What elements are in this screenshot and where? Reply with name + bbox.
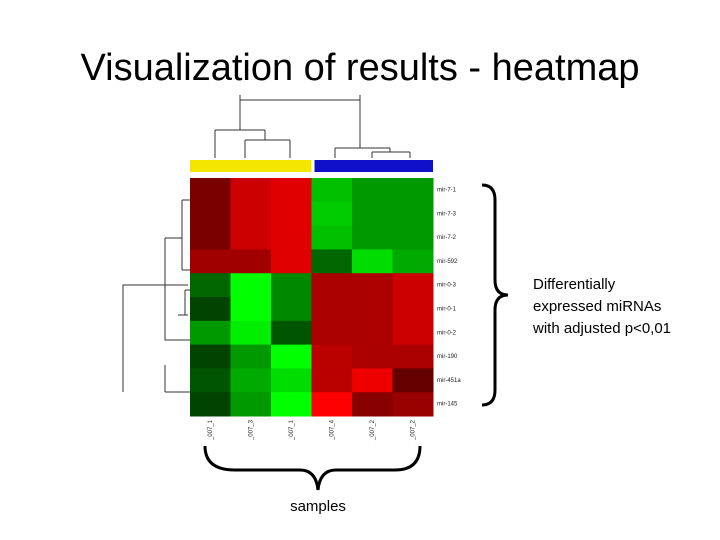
column-label: _007_3 xyxy=(248,419,254,441)
heatmap-cell xyxy=(230,368,272,393)
heatmap-cell xyxy=(352,392,393,417)
heatmap-cell xyxy=(392,344,434,369)
heatmap-cell xyxy=(190,320,231,346)
heatmap-cell xyxy=(190,225,231,250)
heatmap-cell xyxy=(271,392,312,417)
heatmap-cell xyxy=(271,297,312,322)
heatmap-cell xyxy=(190,249,231,274)
column-label: _007_4 xyxy=(329,419,335,441)
annotation: with adjusted p<0,01 xyxy=(532,320,671,337)
heatmap-cell xyxy=(230,201,272,227)
heatmap-cell xyxy=(271,368,312,393)
heatmap-cell xyxy=(352,297,393,322)
heatmap-cell xyxy=(311,249,353,274)
heatmap-cell xyxy=(311,201,353,227)
group-bar xyxy=(392,160,433,172)
heatmap-cell xyxy=(311,178,353,203)
heatmap-cell xyxy=(271,225,312,250)
heatmap-cell xyxy=(311,297,353,322)
heatmap-cell xyxy=(190,344,231,369)
heatmap-cell xyxy=(190,201,231,227)
heatmap-cell xyxy=(271,320,312,346)
row-label: mir-592 xyxy=(437,259,458,265)
row-label: mir-190 xyxy=(437,354,458,360)
group-bar xyxy=(352,160,393,172)
heatmap-cell xyxy=(271,178,312,203)
column-dendrogram xyxy=(214,95,411,158)
row-dendrogram xyxy=(122,199,190,393)
heatmap-cell xyxy=(311,368,353,393)
row-label: mir-0-1 xyxy=(437,306,457,312)
heatmap-cell xyxy=(311,392,353,417)
heatmap-cell xyxy=(352,344,393,369)
row-label: mir-0-2 xyxy=(437,330,457,336)
heatmap-cell xyxy=(392,392,434,417)
group-bar xyxy=(190,160,231,172)
heatmap-cell xyxy=(392,249,434,274)
heatmap-cell xyxy=(352,273,393,298)
row-label: mir-145 xyxy=(437,402,458,408)
group-bar xyxy=(271,160,312,172)
group-bar xyxy=(314,160,352,172)
heatmap-cell xyxy=(230,320,272,346)
heatmap-cell xyxy=(230,249,272,274)
row-label: mir-0-3 xyxy=(437,283,457,289)
heatmap-cell xyxy=(230,225,272,250)
heatmap-cell xyxy=(230,344,272,369)
heatmap-cell xyxy=(392,297,434,322)
heatmap-cell xyxy=(352,225,393,250)
heatmap-cell xyxy=(392,201,434,227)
slide-title: Visualization of results - heatmap xyxy=(80,47,639,89)
samples-label: samples xyxy=(290,498,346,515)
heatmap-cell xyxy=(190,392,231,417)
column-label: _007_1 xyxy=(289,419,295,441)
column-label: _007_2 xyxy=(370,419,376,441)
heatmap-cell xyxy=(352,320,393,346)
heatmap-cell xyxy=(311,320,353,346)
heatmap-cell xyxy=(392,320,434,346)
heatmap-cell xyxy=(230,392,272,417)
heatmap-cell xyxy=(190,178,231,203)
row-label: mir-7-3 xyxy=(437,211,457,217)
heatmap-cell xyxy=(271,249,312,274)
group-bar xyxy=(230,160,271,172)
heatmap-cell xyxy=(352,249,393,274)
heatmap-cell xyxy=(392,368,434,393)
annotation: Differentially xyxy=(533,276,616,293)
column-label: _007_1 xyxy=(208,419,214,441)
heatmap-cell xyxy=(392,225,434,250)
heatmap-cell xyxy=(230,273,272,298)
heatmap-cell xyxy=(392,273,434,298)
heatmap-cell xyxy=(352,178,393,203)
heatmap-cell xyxy=(311,344,353,369)
heatmap-cell xyxy=(271,344,312,369)
heatmap: mir-7-1 mir-7-3 mir-7-2 mir-592 mir-0-3 mir-0… xyxy=(190,160,461,441)
right-brace xyxy=(481,183,509,407)
heatmap-cell xyxy=(311,225,353,250)
heatmap-cell xyxy=(392,178,434,203)
annotation: expressed miRNAs xyxy=(533,298,661,315)
heatmap-cell xyxy=(230,178,272,203)
heatmap-cell xyxy=(271,273,312,298)
row-label: mir-7-2 xyxy=(437,235,457,241)
column-label: _007_2 xyxy=(410,419,416,441)
heatmap-cell xyxy=(311,273,353,298)
heatmap-cell xyxy=(352,368,393,393)
heatmap-cell xyxy=(230,297,272,322)
heatmap-cell xyxy=(190,273,231,298)
heatmap-cell xyxy=(352,201,393,227)
heatmap-cell xyxy=(190,368,231,393)
heatmap-cell xyxy=(190,297,231,322)
row-label: mir-451a xyxy=(437,378,461,384)
bottom-brace xyxy=(203,445,422,491)
heatmap-cell xyxy=(271,201,312,227)
row-label: mir-7-1 xyxy=(437,187,457,193)
